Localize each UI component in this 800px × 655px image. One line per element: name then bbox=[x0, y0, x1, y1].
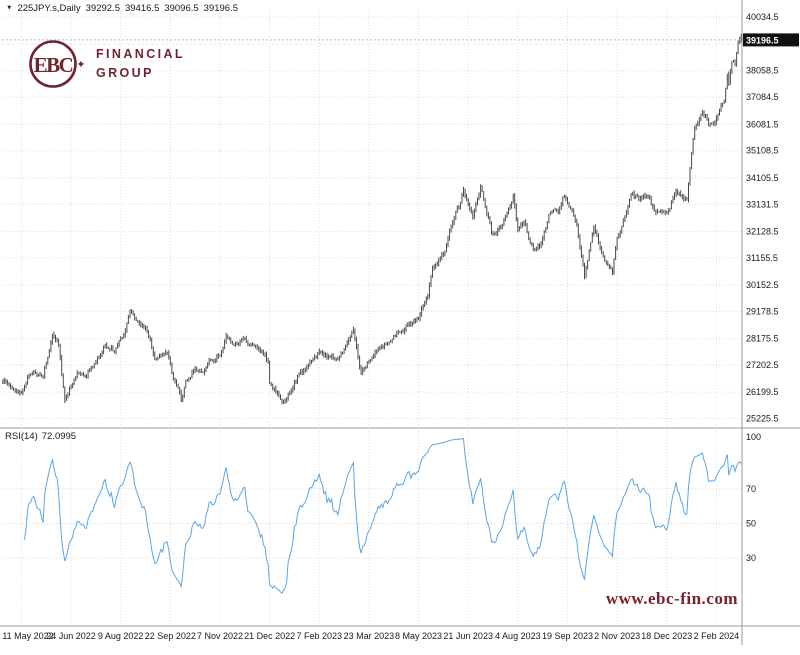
chart-title: ▼ 225JPY.s,Daily 39292.5 39416.5 39096.5… bbox=[6, 3, 238, 14]
date-axis-label: 22 Sep 2022 bbox=[145, 631, 196, 641]
price-axis-label: 38058.5 bbox=[746, 66, 779, 76]
price-axis-label: 26199.5 bbox=[746, 387, 779, 397]
date-axis-label: 19 Sep 2023 bbox=[542, 631, 593, 641]
rsi-scale[interactable] bbox=[743, 431, 800, 624]
price-axis-label: 34105.5 bbox=[746, 173, 779, 183]
rsi-axis-label: 50 bbox=[746, 519, 756, 529]
current-price-badge-label: 39196.5 bbox=[746, 35, 779, 45]
current-price-badge bbox=[743, 33, 799, 47]
date-axis-label: 8 May 2023 bbox=[395, 631, 442, 641]
date-axis-label: 21 Dec 2022 bbox=[244, 631, 295, 641]
price-axis-label: 29178.5 bbox=[746, 306, 779, 316]
rsi-axis-label: 100 bbox=[746, 432, 761, 442]
ohlc-close: 39196.5 bbox=[203, 3, 239, 14]
emblem-ring bbox=[29, 40, 77, 88]
rsi-line bbox=[24, 438, 742, 594]
date-axis-label: 7 Nov 2022 bbox=[197, 631, 243, 641]
rsi-axis-label: 30 bbox=[746, 553, 756, 563]
date-axis-label: 9 Aug 2022 bbox=[98, 631, 144, 641]
spark-icon: ✦ bbox=[76, 59, 85, 71]
date-axis-label: 7 Feb 2023 bbox=[296, 631, 342, 641]
price-axis-label: 25225.5 bbox=[746, 414, 779, 424]
price-axis-label: 36081.5 bbox=[746, 119, 779, 129]
date-axis-label: 4 Aug 2023 bbox=[495, 631, 541, 641]
ebc-logo: EBC ✦ FINANCIAL GROUP bbox=[26, 36, 185, 92]
chart-shift-icon[interactable]: ▼ bbox=[6, 4, 13, 12]
ohlc-high: 39416.5 bbox=[124, 3, 160, 14]
price-axis-label: 27202.5 bbox=[746, 360, 779, 370]
price-bars bbox=[2, 33, 742, 405]
date-axis-label: 24 Jun 2022 bbox=[46, 631, 96, 641]
price-axis-label: 37084.5 bbox=[746, 92, 779, 102]
price-axis-label: 40034.5 bbox=[746, 12, 779, 22]
price-axis-label: 31155.5 bbox=[746, 253, 778, 263]
date-axis-label: 23 Mar 2023 bbox=[344, 631, 395, 641]
time-scale[interactable] bbox=[0, 628, 742, 646]
rsi-indicator-label: RSI(14) 72.0995 bbox=[5, 431, 80, 442]
date-axis-label: 2 Nov 2023 bbox=[594, 631, 640, 641]
date-axis-label: 11 May 2022 bbox=[2, 631, 53, 641]
ebc-monogram: EBC bbox=[34, 53, 73, 77]
rsi-name: RSI(14) bbox=[5, 431, 38, 442]
logo-line-group: GROUP bbox=[96, 66, 154, 80]
price-axis-label: 33131.5 bbox=[746, 199, 779, 209]
ebc-logo-emblem-icon: EBC ✦ bbox=[29, 40, 86, 88]
date-axis-label: 2 Feb 2024 bbox=[694, 631, 740, 641]
price-axis-label: 32128.5 bbox=[746, 226, 779, 236]
watermark-url: www.ebc-fin.com bbox=[605, 589, 738, 608]
date-axis-label: 18 Dec 2023 bbox=[641, 631, 692, 641]
date-axis-label: 21 Jun 2023 bbox=[443, 631, 493, 641]
rsi-value: 72.0995 bbox=[41, 431, 77, 442]
price-axis-label: 35108.5 bbox=[746, 146, 779, 156]
price-axis-label: 28175.5 bbox=[746, 334, 779, 344]
ohlc-low: 39096.5 bbox=[164, 3, 199, 14]
logo-line-financial: FINANCIAL bbox=[96, 47, 185, 62]
price-axis-label: 30152.5 bbox=[746, 280, 779, 290]
ebc-logo-text: FINANCIAL GROUP bbox=[96, 45, 185, 83]
price-scale[interactable] bbox=[743, 0, 800, 426]
ohlc-open: 39292.5 bbox=[85, 3, 120, 14]
rsi-axis-label: 70 bbox=[746, 484, 756, 494]
chart-symbol-period: 225JPY.s,Daily bbox=[17, 3, 81, 14]
